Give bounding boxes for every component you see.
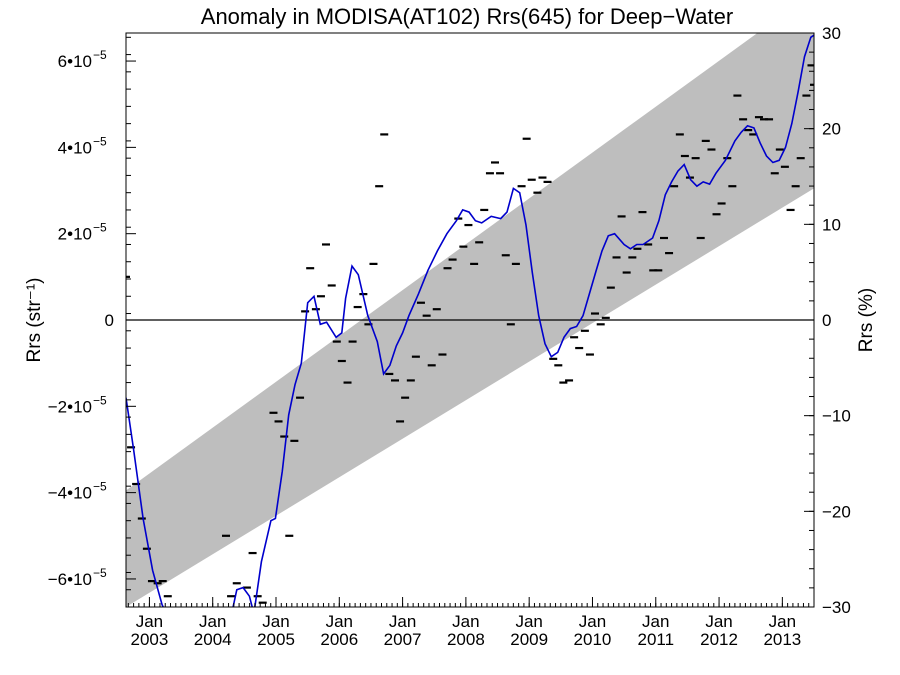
y-left-tick-exponent: −5	[93, 221, 107, 235]
y-axis-label-right: Rrs (%)	[856, 288, 877, 352]
x-tick-month-label: Jan	[642, 612, 669, 631]
x-tick-year-label: 2010	[574, 630, 612, 649]
x-tick-year-label: 2004	[194, 630, 232, 649]
y-axis-label-left: Rrs (str⁻¹)	[24, 278, 45, 363]
y-left-tick-label: 6•10	[58, 52, 92, 71]
x-tick-year-label: 2008	[447, 630, 485, 649]
x-tick-month-label: Jan	[452, 612, 479, 631]
trend-band-layer	[126, 33, 814, 607]
x-tick-year-label: 2013	[763, 630, 801, 649]
smoothed-line	[126, 34, 814, 607]
y-right-tick-label: −20	[822, 502, 851, 521]
y-left-tick-exponent: −5	[93, 393, 107, 407]
x-tick-month-label: Jan	[136, 612, 163, 631]
x-tick-month-label: Jan	[389, 612, 416, 631]
monthly-markers-layer	[126, 64, 814, 604]
x-tick-month-label: Jan	[199, 612, 226, 631]
chart-title: Anomaly in MODISA(AT102) Rrs(645) for De…	[201, 4, 733, 29]
x-tick-month-label: Jan	[515, 612, 542, 631]
y-left-tick-exponent: −5	[93, 566, 107, 580]
trend-band	[126, 33, 814, 607]
x-tick-month-label: Jan	[262, 612, 289, 631]
x-tick-month-label: Jan	[769, 612, 796, 631]
x-tick-year-label: 2009	[510, 630, 548, 649]
y-right-tick-label: −10	[822, 407, 851, 426]
y-right-tick-label: 30	[822, 24, 841, 43]
y-left-tick-label: −2•10	[48, 397, 92, 416]
y-right-tick-label: 10	[822, 215, 841, 234]
axes-layer: 6•10 −54•10 −52•10 −50−2•10 −5−4•10 −5−6•10 −5…	[48, 24, 851, 649]
y-left-tick-label: 0	[105, 311, 114, 330]
y-right-tick-label: 20	[822, 120, 841, 139]
x-tick-year-label: 2003	[131, 630, 169, 649]
y-left-tick-exponent: −5	[93, 134, 107, 148]
y-left-tick-exponent: −5	[93, 48, 107, 62]
x-tick-year-label: 2005	[257, 630, 295, 649]
y-left-tick-exponent: −5	[93, 480, 107, 494]
x-tick-month-label: Jan	[326, 612, 353, 631]
x-tick-year-label: 2011	[637, 630, 674, 649]
x-tick-year-label: 2007	[384, 630, 422, 649]
y-left-tick-label: 4•10	[58, 138, 92, 157]
y-right-tick-label: −30	[822, 598, 851, 617]
smoothed-line-layer	[126, 34, 814, 607]
y-left-tick-label: −4•10	[48, 484, 92, 503]
x-tick-month-label: Jan	[705, 612, 732, 631]
x-tick-month-label: Jan	[579, 612, 606, 631]
y-left-tick-label: −6•10	[48, 570, 92, 589]
x-tick-year-label: 2012	[700, 630, 738, 649]
x-tick-year-label: 2006	[320, 630, 358, 649]
y-left-tick-label: 2•10	[58, 225, 92, 244]
y-right-tick-label: 0	[822, 311, 831, 330]
